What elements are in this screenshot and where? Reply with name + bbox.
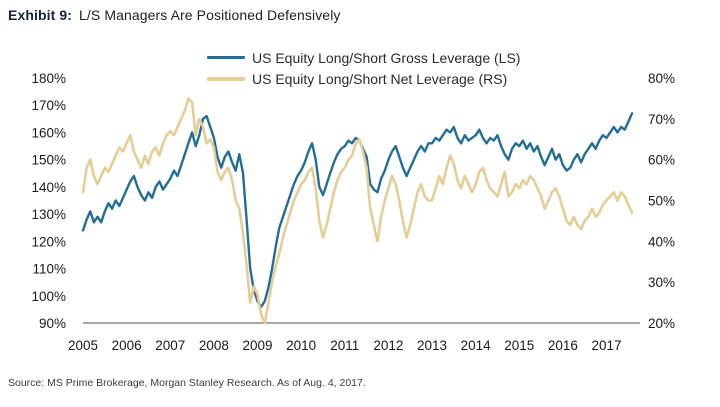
x-axis-label: 2008 [199,338,229,353]
y-axis-label-left: 120% [31,234,66,249]
x-axis-label: 2010 [286,338,316,353]
y-axis-label-right: 50% [648,194,675,209]
exhibit-label: Exhibit 9: [8,7,73,23]
legend-label-net: US Equity Long/Short Net Leverage (RS) [252,70,508,87]
x-axis-label: 2005 [68,338,98,353]
x-axis-label: 2016 [548,338,578,353]
y-axis-label-right: 30% [648,275,675,290]
x-axis-label: 2013 [417,338,447,353]
legend-item-net: US Equity Long/Short Net Leverage (RS) [207,68,520,89]
x-axis-label: 2011 [330,338,359,353]
legend-label-gross: US Equity Long/Short Gross Leverage (LS) [252,49,521,66]
y-axis-label-left: 150% [31,153,66,168]
y-axis-label-left: 180% [31,71,66,86]
y-axis-label-left: 110% [32,262,66,277]
net-line-swatch [207,76,245,81]
y-axis-label-right: 20% [648,316,675,331]
y-axis-label-right: 60% [648,153,675,168]
y-axis-label-left: 170% [31,98,66,113]
legend-item-gross: US Equity Long/Short Gross Leverage (LS) [207,47,520,68]
y-axis-label-left: 140% [31,180,66,195]
gross-leverage-line [81,112,634,308]
x-axis-label: 2006 [112,338,142,353]
x-axis-label: 2007 [155,338,185,353]
y-axis-label-left: 100% [31,289,66,304]
exhibit-title: Exhibit 9: L/S Managers Are Positioned De… [8,7,341,23]
exhibit-title-text: L/S Managers Are Positioned Defensively [79,7,341,23]
x-axis-label: 2015 [504,338,534,353]
x-axis-label: 2014 [461,338,492,353]
x-axis-label: 2012 [373,338,403,353]
y-axis-label-right: 80% [648,71,675,86]
source-note: Source: MS Prime Brokerage, Morgan Stanl… [8,377,366,389]
y-axis-label-left: 90% [39,316,66,331]
y-axis-label-right: 70% [648,112,675,127]
y-axis-label-left: 130% [31,207,66,222]
x-axis-label: 2009 [242,338,272,353]
y-axis-label-left: 160% [31,125,66,140]
net-leverage-line [81,97,634,325]
y-axis-label-right: 40% [648,234,675,249]
chart-legend: US Equity Long/Short Gross Leverage (LS)… [207,47,520,89]
x-axis-label: 2017 [592,338,622,353]
gross-line-swatch [207,56,245,59]
